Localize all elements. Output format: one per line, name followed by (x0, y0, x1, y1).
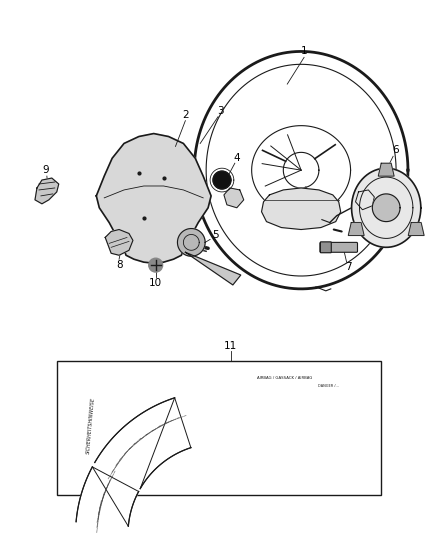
Text: ─────────────: ───────────── (113, 445, 131, 465)
Polygon shape (177, 229, 205, 256)
Polygon shape (35, 178, 59, 204)
Text: 2: 2 (182, 110, 189, 120)
Text: ─────────────: ───────────── (158, 413, 180, 426)
Text: 9: 9 (42, 165, 49, 175)
Text: 7: 7 (345, 262, 352, 272)
Text: ─────────────: ───────────── (95, 495, 104, 518)
Polygon shape (261, 188, 341, 230)
Text: ─────────────: ───────────── (95, 490, 105, 513)
Polygon shape (348, 223, 364, 236)
Text: 6: 6 (392, 146, 399, 156)
Text: ─────────────: ───────────── (94, 504, 101, 527)
Text: 11: 11 (224, 341, 237, 351)
Text: ─────────────: ───────────── (145, 419, 166, 434)
Polygon shape (372, 194, 400, 222)
Polygon shape (213, 171, 231, 189)
Text: ─────────────: ───────────── (94, 499, 102, 522)
FancyBboxPatch shape (320, 243, 357, 252)
Text: 3: 3 (217, 106, 223, 116)
Text: SICHERHEITSHINWEISE: SICHERHEITSHINWEISE (86, 397, 96, 454)
Text: 10: 10 (149, 278, 162, 288)
Text: ─────────────: ───────────── (93, 508, 100, 531)
Polygon shape (352, 168, 421, 247)
Text: ─────────────: ───────────── (102, 469, 115, 491)
Text: ─────────────: ───────────── (109, 451, 126, 472)
Polygon shape (224, 188, 244, 208)
Polygon shape (95, 398, 191, 489)
Text: 8: 8 (116, 260, 122, 270)
Polygon shape (105, 230, 133, 255)
Text: ─────────────: ───────────── (164, 411, 187, 423)
Circle shape (149, 258, 162, 272)
Text: 4: 4 (233, 154, 240, 163)
Text: ─────────────: ───────────── (97, 481, 109, 504)
Text: ─────────────: ───────────── (133, 426, 153, 443)
Text: ─────────────: ───────────── (117, 440, 136, 459)
Text: ─────────────: ───────────── (122, 435, 141, 454)
Text: ─────────────: ───────────── (106, 457, 121, 478)
FancyBboxPatch shape (321, 242, 331, 253)
Text: ─────────────: ───────────── (127, 431, 147, 448)
Text: AIRBAG / GASSACK / AIRBAG: AIRBAG / GASSACK / AIRBAG (257, 376, 312, 380)
Text: DANGER /...: DANGER /... (318, 384, 339, 388)
Polygon shape (76, 467, 139, 526)
Text: 5: 5 (212, 230, 219, 240)
Bar (57, 361, 381, 495)
Polygon shape (185, 252, 241, 285)
Text: 1: 1 (301, 46, 307, 56)
Polygon shape (378, 163, 394, 176)
Polygon shape (356, 190, 374, 209)
Polygon shape (408, 223, 424, 236)
Text: ─────────────: ───────────── (151, 416, 173, 430)
Text: ─────────────: ───────────── (96, 486, 107, 508)
Polygon shape (96, 134, 211, 263)
Text: ─────────────: ───────────── (100, 473, 113, 495)
Text: ─────────────: ───────────── (99, 477, 111, 499)
Text: ─────────────: ───────────── (139, 422, 160, 438)
